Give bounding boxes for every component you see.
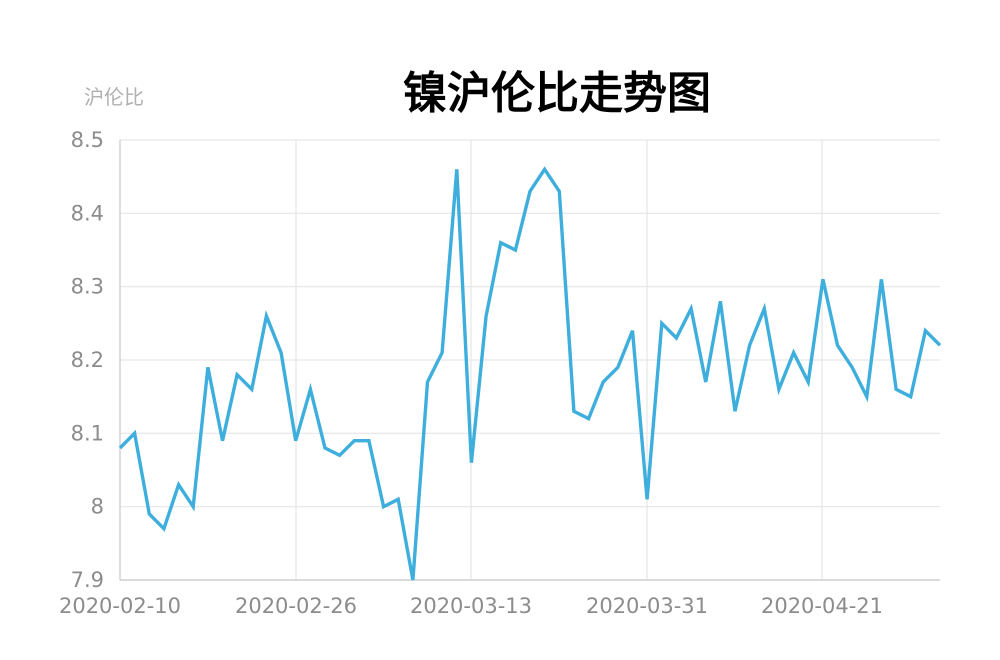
x-tick-label: 2020-03-31 <box>586 594 708 618</box>
grid <box>120 139 940 580</box>
y-tick-labels: 8.5 8.4 8.3 8.2 8.1 8 7.9 <box>71 128 104 592</box>
series <box>118 166 942 581</box>
y-tick-label: 8 <box>91 495 104 519</box>
x-tick-label: 2020-03-13 <box>410 594 532 618</box>
y-tick-label: 8.2 <box>71 348 104 372</box>
x-tick-labels: 2020-02-10 2020-02-26 2020-03-13 2020-03-31… <box>59 594 883 618</box>
y-tick-label: 8.3 <box>71 275 104 299</box>
y-tick-label: 8.4 <box>71 201 104 225</box>
y-tick-label: 8.1 <box>71 421 104 445</box>
x-tick-label: 2020-04-21 <box>761 594 883 618</box>
y-tick-label: 7.9 <box>71 568 104 592</box>
series-line <box>118 166 942 581</box>
y-axis-label: 沪伦比 <box>84 85 144 109</box>
x-tick-label: 2020-02-26 <box>235 594 357 618</box>
y-tick-label: 8.5 <box>71 128 104 152</box>
x-tick-label: 2020-02-10 <box>59 594 181 618</box>
chart-title: 镍沪伦比走势图 <box>403 68 711 119</box>
axes <box>119 140 940 581</box>
